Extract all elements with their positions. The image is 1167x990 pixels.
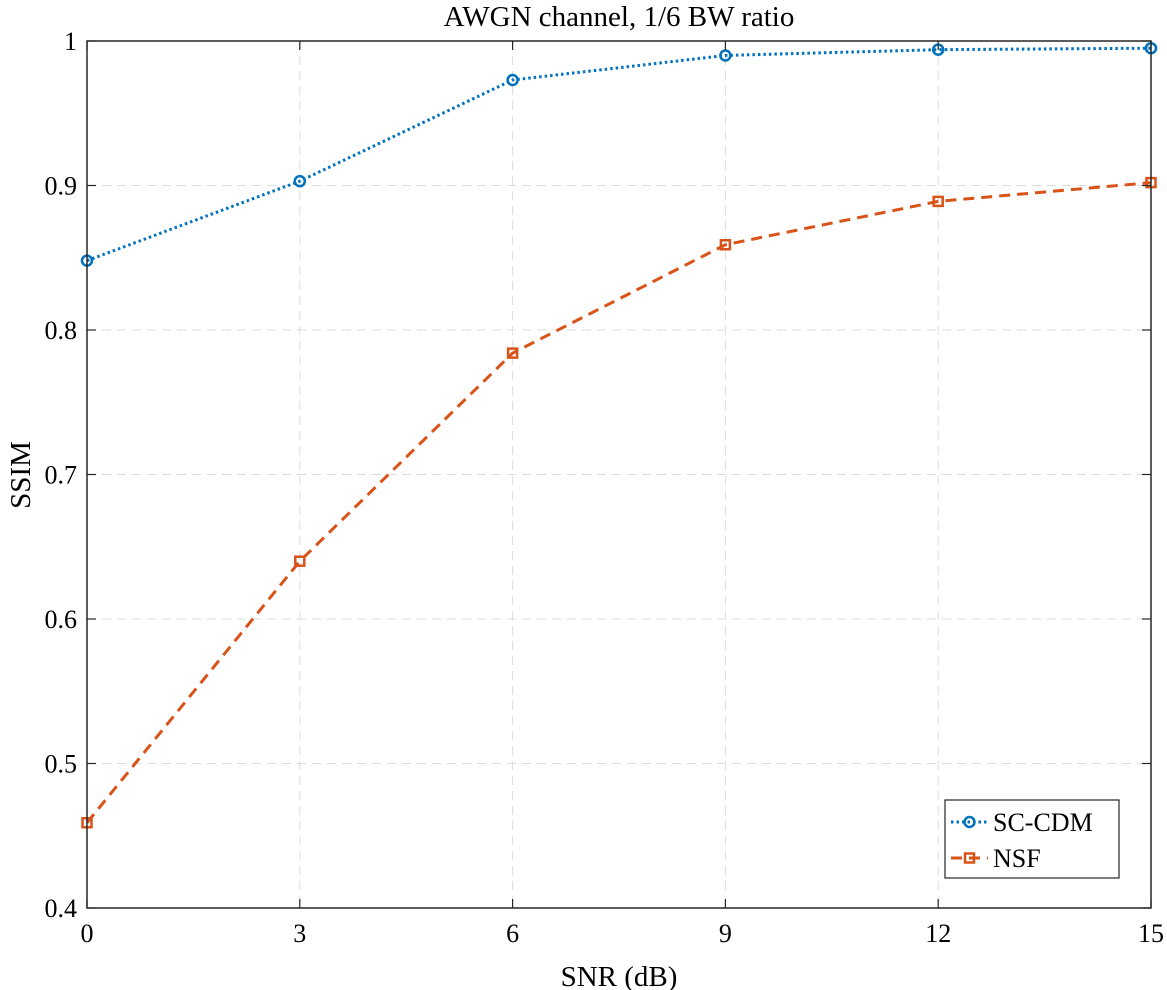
data-point-sc-cdm xyxy=(719,49,732,62)
legend-label-nsf: NSF xyxy=(993,844,1041,873)
x-tick-label: 15 xyxy=(1138,919,1164,948)
data-point-sc-cdm xyxy=(506,73,519,87)
data-point-nsf xyxy=(294,555,306,567)
y-tick-label: 0.8 xyxy=(45,316,78,345)
data-point-sc-cdm xyxy=(293,174,307,188)
x-axis-ticks: 0 3 6 9 12 15 xyxy=(81,41,1164,948)
x-tick-label: 3 xyxy=(293,919,306,948)
data-point-nsf xyxy=(719,238,732,251)
y-axis-title: SSIM xyxy=(5,441,37,509)
x-tick-label: 0 xyxy=(81,919,94,948)
legend-entries: SC-CDM NSF xyxy=(951,808,1093,873)
series-line-nsf xyxy=(85,181,1152,824)
legend-marker-sc-cdm xyxy=(963,815,976,829)
x-tick-label: 12 xyxy=(925,919,951,948)
legend-label-sc-cdm: SC-CDM xyxy=(993,808,1093,837)
x-axis-title: SNR (dB) xyxy=(561,961,678,990)
data-point-nsf xyxy=(932,195,944,208)
legend-entry-sc-cdm: SC-CDM xyxy=(951,808,1093,837)
legend-marker-nsf xyxy=(963,852,976,864)
series-sc-cdm xyxy=(80,41,1158,267)
x-tick-label: 9 xyxy=(719,919,732,948)
chart-title: AWGN channel, 1/6 BW ratio xyxy=(444,1,795,33)
y-tick-label: 1 xyxy=(64,27,77,56)
series-line-sc-cdm xyxy=(86,46,1152,263)
y-tick-label: 0.9 xyxy=(45,172,78,201)
y-tick-label: 0.5 xyxy=(45,750,78,779)
legend: SC-CDM NSF xyxy=(944,799,1120,879)
grid xyxy=(87,41,1151,908)
legend-entry-nsf: NSF xyxy=(951,844,1041,873)
x-tick-label: 6 xyxy=(506,919,519,948)
y-tick-label: 0.6 xyxy=(45,605,78,634)
y-axis-ticks: 0.4 0.5 0.6 0.7 0.8 0.9 1 xyxy=(45,27,1151,923)
y-tick-label: 0.4 xyxy=(45,894,78,923)
legend-box xyxy=(944,799,1120,879)
data-point-nsf xyxy=(506,347,519,359)
y-tick-label: 0.7 xyxy=(45,461,78,490)
